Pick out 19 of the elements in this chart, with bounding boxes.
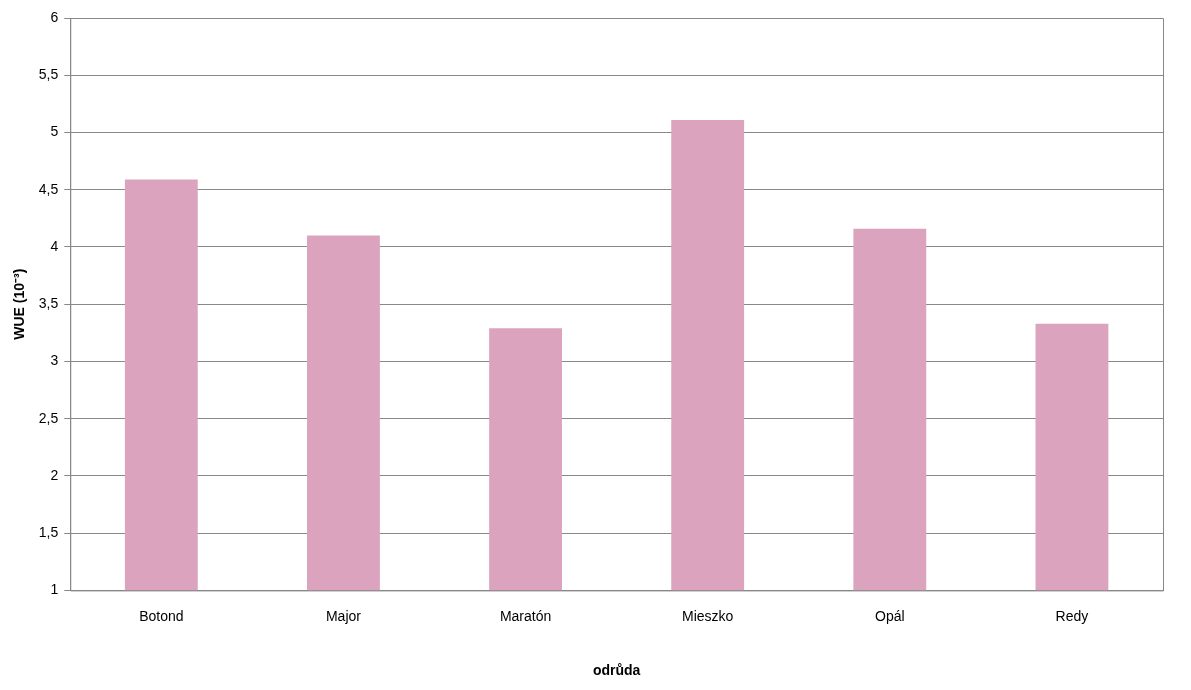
x-tick-label: Botond bbox=[139, 607, 184, 624]
x-tick-label: Mieszko bbox=[682, 607, 734, 624]
y-tick-label: 2,5 bbox=[38, 409, 59, 426]
y-tick-label: 5,5 bbox=[38, 66, 59, 83]
y-tick-label: 4,5 bbox=[38, 180, 59, 197]
x-tick-label: Opál bbox=[875, 607, 905, 624]
x-tick-label: Redy bbox=[1055, 607, 1089, 624]
y-tick-label: 2 bbox=[50, 466, 59, 483]
y-tick-label: 3,5 bbox=[38, 295, 59, 312]
y-tick-label: 4 bbox=[50, 237, 59, 254]
x-tick-label: Maratón bbox=[499, 607, 552, 624]
x-tick-label: Major bbox=[325, 607, 362, 624]
y-axis-title: WUE (10⁻³) bbox=[11, 268, 28, 340]
y-tick-label: 6 bbox=[50, 8, 59, 25]
y-tick-label: 5 bbox=[50, 123, 59, 140]
y-tick-label: 1,5 bbox=[38, 524, 59, 541]
y-tick-label: 1 bbox=[50, 581, 59, 598]
y-tick-label: 3 bbox=[50, 352, 59, 369]
x-axis-title: odrůda bbox=[592, 662, 641, 679]
